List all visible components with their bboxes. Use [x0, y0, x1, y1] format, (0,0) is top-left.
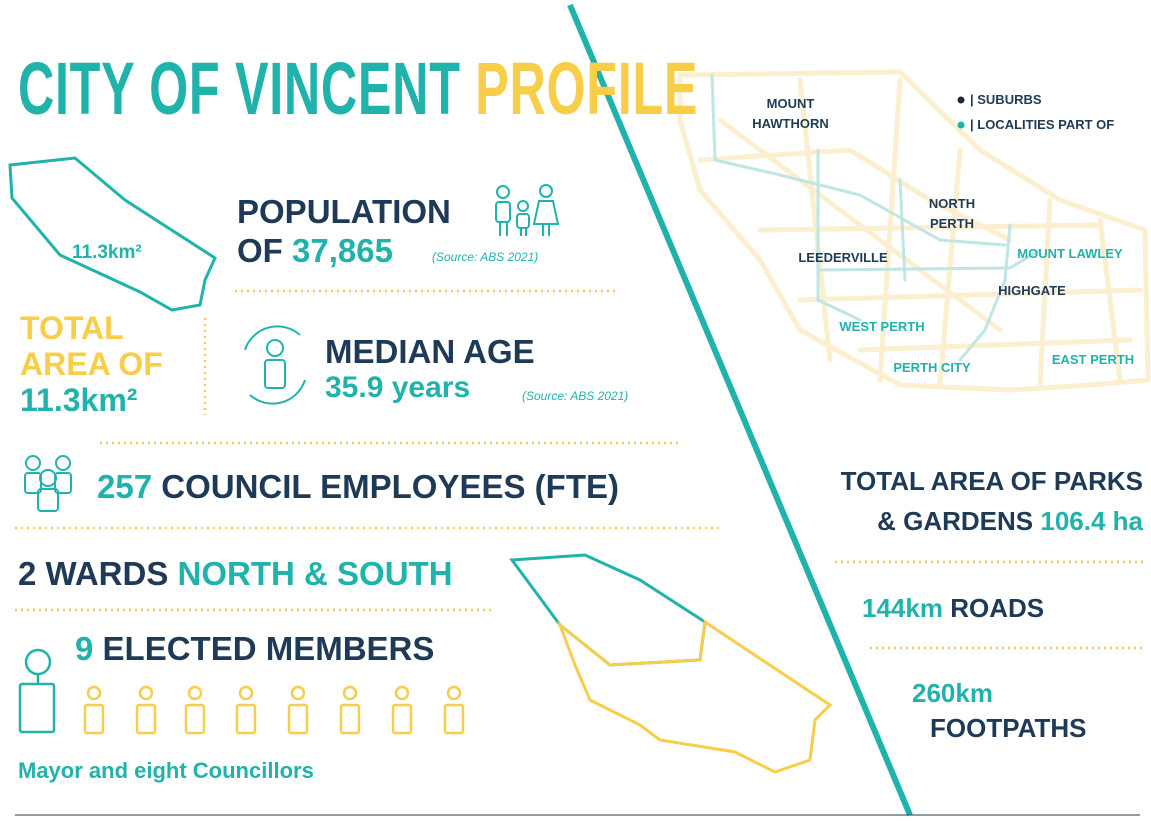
parks-label: & GARDENS [877, 506, 1034, 536]
elected-note: Mayor and eight Councillors [18, 758, 314, 783]
map-place: MOUNT LAWLEY [1017, 246, 1123, 261]
map-place: NORTH PERTH [928, 196, 976, 231]
source-note: (Source: ABS 2021) [432, 250, 539, 264]
employees-label: COUNCIL EMPLOYEES (FTE) [161, 468, 619, 505]
area-outline [8, 156, 217, 312]
map-place: EAST PERTH [1051, 352, 1135, 367]
area-map-label: 11.3km² [72, 242, 142, 263]
employees-icon [24, 455, 72, 512]
population-label: POPULATION [237, 193, 451, 230]
map-place: HIGHGATE [998, 283, 1066, 298]
employees-value: 257 [97, 468, 153, 505]
wards: 2 WARDS NORTH & SOUTH [18, 557, 453, 590]
age-icon [244, 325, 306, 405]
population-line: OF 37,865 [237, 234, 393, 267]
legend-label: | SUBURBS [970, 92, 1042, 107]
title-part: PROFILE [475, 47, 699, 130]
age-label: MEDIAN AGE [325, 333, 535, 370]
elected: 9 ELECTED MEMBERS [75, 632, 434, 665]
elected-count: 9 [75, 630, 94, 667]
age-value: 35.9 years [325, 371, 471, 404]
map-place: LEEDERVILLE [798, 250, 888, 265]
parks-label: TOTAL AREA OF PARKS [840, 466, 1143, 496]
roads: 144km ROADS [862, 595, 1044, 621]
parks-line: & GARDENS 106.4 ha [877, 508, 1143, 534]
map-place: MOUNT HAWTHORN [752, 96, 829, 131]
roads-label: ROADS [950, 593, 1045, 623]
area-value: 11.3km² [20, 382, 138, 418]
legend-dot [957, 96, 965, 104]
map-roads [677, 69, 1151, 393]
divider [567, 3, 913, 817]
wards-names: NORTH & SOUTH [177, 555, 453, 592]
population-of: OF [237, 232, 283, 269]
roads-value: 144km [862, 593, 943, 623]
legend-dot [957, 121, 965, 129]
employees: 257 COUNCIL EMPLOYEES (FTE) [97, 470, 619, 503]
parks-value: 106.4 ha [1040, 506, 1143, 536]
wards-count: 2 WARDS [18, 555, 169, 592]
title-part: CITY OF VINCENT [18, 47, 461, 130]
footpaths-label: FOOTPATHS [930, 713, 1087, 743]
map-place: WEST PERTH [839, 319, 925, 334]
mayor-icon [18, 648, 56, 734]
elected-label: ELECTED MEMBERS [102, 630, 435, 667]
area-label: TOTAL [20, 310, 124, 346]
separators [15, 289, 1143, 650]
legend-label: | LOCALITIES PART OF [970, 117, 1115, 132]
area-label: AREA OF [20, 346, 163, 382]
population-icon [495, 184, 560, 236]
map-place: PERTH CITY [893, 360, 971, 375]
footpaths-value: 260km [912, 678, 993, 708]
south-ward [556, 619, 833, 774]
north-ward [509, 553, 707, 667]
councillor-icons [83, 685, 465, 735]
title: CITY OF VINCENT PROFILE [18, 52, 698, 126]
source-note: (Source: ABS 2021) [522, 389, 629, 403]
population-value: 37,865 [292, 232, 393, 269]
